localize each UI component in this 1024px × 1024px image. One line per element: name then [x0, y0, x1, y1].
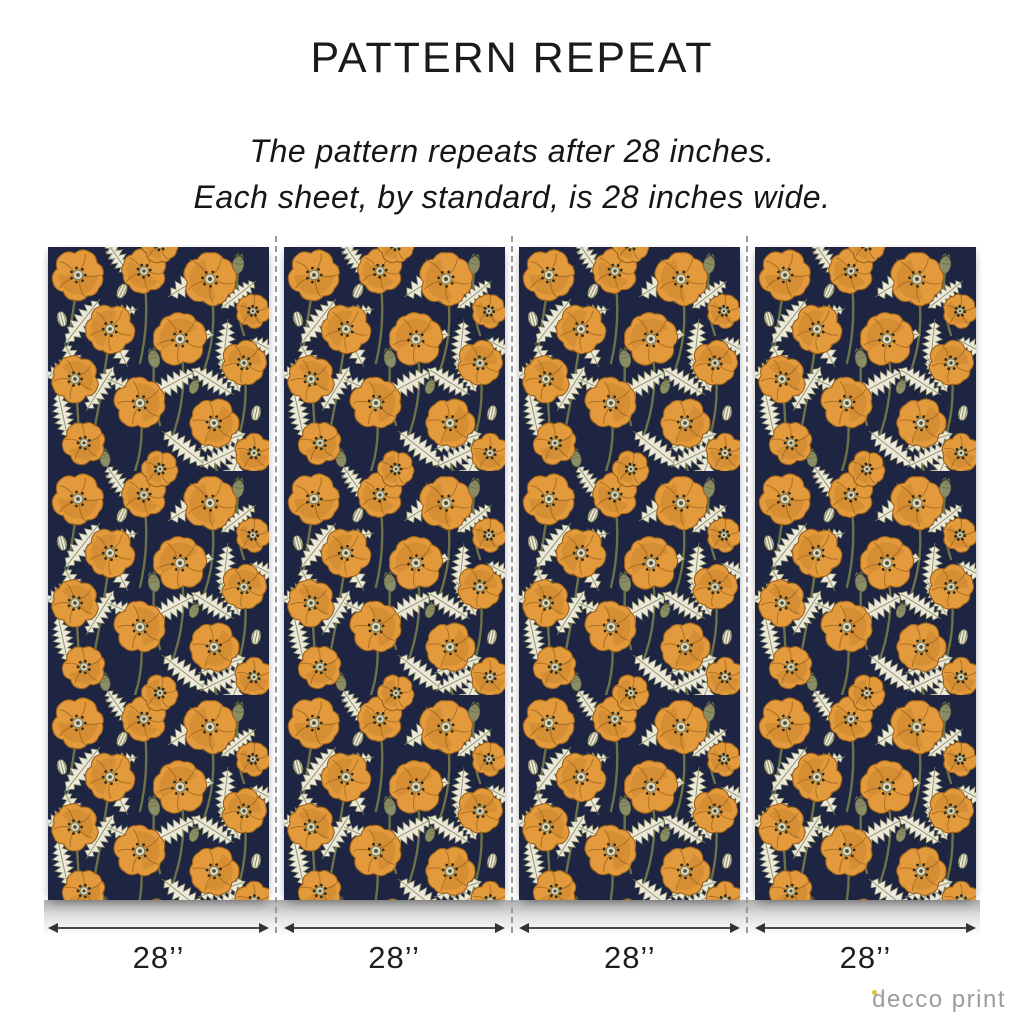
dimension-arrow [283, 923, 505, 933]
brand-logo: decco print [872, 986, 1006, 1014]
dimension-label: 28’’ [368, 940, 420, 975]
wallpaper-panel-1 [48, 247, 269, 900]
wallpaper-panel-2 [283, 247, 505, 900]
dimension-label: 28’’ [132, 940, 185, 975]
dimension-arrow [754, 923, 976, 933]
dimension-cell: 28’’ [48, 919, 269, 989]
poppy-pattern-swatch [519, 247, 741, 900]
poppy-pattern-swatch [48, 247, 269, 900]
subtitle: The pattern repeats after 28 inches. Eac… [0, 128, 1024, 220]
dimension-label: 28’’ [603, 940, 656, 975]
wallpaper-panel-4 [754, 247, 976, 900]
subtitle-line-2: Each sheet, by standard, is 28 inches wi… [193, 179, 831, 215]
sheet-separator-dashed-line-3 [746, 236, 748, 933]
brand-accent-dot [872, 990, 878, 995]
wallpaper-panel-3 [519, 247, 741, 900]
dimension-row: 28’’ 28’’ 28’’ 28’’ [48, 919, 976, 989]
wallpaper-panels-row [48, 247, 976, 900]
subtitle-line-1: The pattern repeats after 28 inches. [249, 133, 775, 169]
brand-name: decco print [872, 986, 1006, 1013]
dimension-arrow [48, 923, 269, 933]
dimension-arrow [519, 923, 741, 933]
dimension-cell: 28’’ [754, 919, 976, 989]
dimension-label: 28’’ [839, 940, 892, 975]
page-title: PATTERN REPEAT [310, 34, 714, 82]
poppy-pattern-swatch [283, 247, 505, 900]
dimension-cell: 28’’ [283, 919, 505, 989]
sheet-separator-dashed-line-1 [275, 236, 277, 933]
dimension-cell: 28’’ [519, 919, 741, 989]
poppy-pattern-swatch [754, 247, 976, 900]
sheet-separator-dashed-line-2 [511, 236, 513, 933]
